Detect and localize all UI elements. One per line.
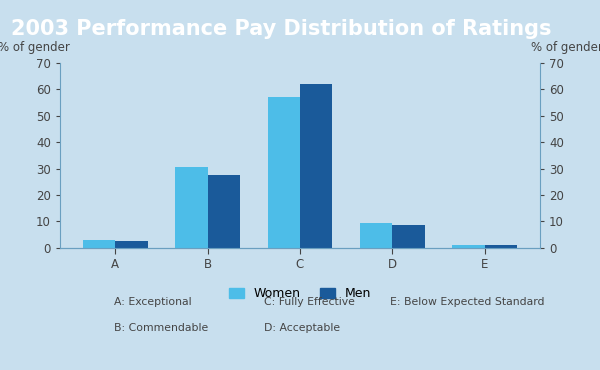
Bar <box>392 225 425 248</box>
Text: C: Fully Effective: C: Fully Effective <box>264 297 355 307</box>
Bar <box>452 245 485 248</box>
Text: % of gender: % of gender <box>530 41 600 54</box>
Bar <box>83 240 115 248</box>
Text: B: Commendable: B: Commendable <box>114 323 208 333</box>
Bar <box>485 245 517 248</box>
Bar <box>360 223 392 248</box>
Bar <box>268 97 300 248</box>
Bar <box>208 175 240 248</box>
Text: % of gender: % of gender <box>0 41 70 54</box>
Text: E: Below Expected Standard: E: Below Expected Standard <box>390 297 545 307</box>
Bar <box>115 241 148 248</box>
Bar <box>300 84 332 248</box>
Text: D: Acceptable: D: Acceptable <box>264 323 340 333</box>
Text: 2003 Performance Pay Distribution of Ratings: 2003 Performance Pay Distribution of Rat… <box>11 18 551 39</box>
Bar <box>175 167 208 248</box>
Text: A: Exceptional: A: Exceptional <box>114 297 191 307</box>
Legend: Women, Men: Women, Men <box>229 287 371 300</box>
